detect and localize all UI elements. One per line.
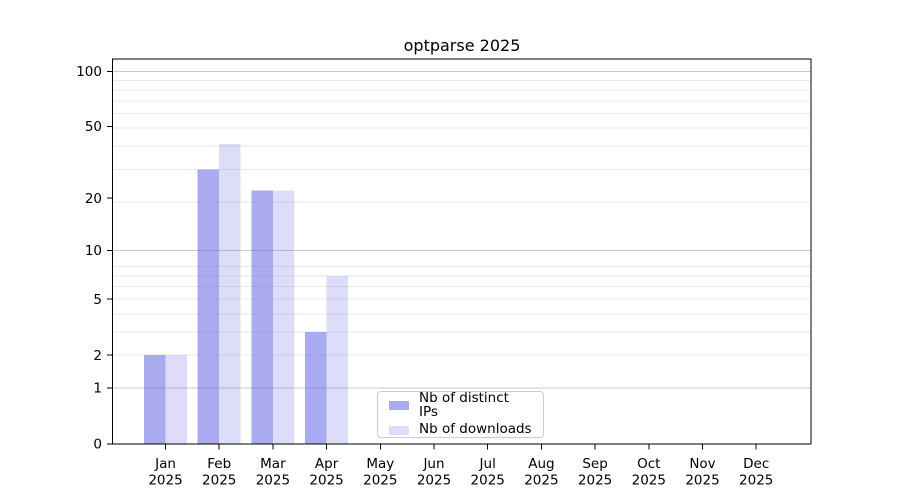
- y-tick-label-50: 50: [85, 119, 102, 135]
- bar-downloads-feb: [219, 144, 241, 444]
- bar-downloads-apr: [326, 275, 349, 444]
- x-tick-label-dec-2025: Dec 2025: [739, 456, 773, 489]
- y-tick-label-2: 2: [93, 348, 102, 364]
- bar-distinct-ips-mar: [251, 190, 273, 444]
- legend-item-downloads: Nb of downloads: [389, 423, 532, 437]
- x-tick-label-sep-2025: Sep 2025: [578, 456, 612, 489]
- legend-label-downloads: Nb of downloads: [419, 421, 532, 438]
- legend-item-distinct-ips: Nb of distinct IPs: [389, 392, 532, 419]
- x-tick-label-nov-2025: Nov 2025: [685, 456, 719, 489]
- x-tick-label-oct-2025: Oct 2025: [632, 456, 666, 489]
- x-tick-label-apr-2025: Apr 2025: [309, 456, 343, 489]
- plot-border: [112, 58, 812, 445]
- x-tick-label-jul-2025: Jul 2025: [471, 456, 505, 489]
- legend-swatch-distinct-ips: [389, 401, 409, 411]
- y-tick-label-5: 5: [93, 292, 102, 308]
- x-tick-label-jan-2025: Jan 2025: [148, 456, 182, 489]
- x-tick-label-may-2025: May 2025: [363, 456, 397, 489]
- x-tick-label-aug-2025: Aug 2025: [524, 456, 558, 489]
- y-tick-label-0: 0: [93, 437, 102, 453]
- chart-title: optparse 2025: [403, 36, 521, 55]
- legend-swatch-downloads: [389, 425, 409, 435]
- x-tick-label-jun-2025: Jun 2025: [417, 456, 451, 489]
- bar-downloads-jan: [165, 355, 187, 444]
- x-tick-label-feb-2025: Feb 2025: [202, 456, 236, 489]
- bar-distinct-ips-jan: [144, 355, 166, 444]
- bar-distinct-ips-feb: [197, 169, 220, 444]
- bar-distinct-ips-apr: [305, 331, 327, 444]
- x-tick-label-mar-2025: Mar 2025: [256, 456, 290, 489]
- legend-label-distinct-ips: Nb of distinct IPs: [419, 390, 509, 420]
- y-tick-label-20: 20: [85, 191, 102, 207]
- legend: Nb of distinct IPs Nb of downloads: [377, 391, 544, 438]
- bar-downloads-mar: [272, 190, 295, 444]
- y-tick-label-100: 100: [76, 64, 102, 80]
- y-tick-label-10: 10: [85, 243, 102, 259]
- y-tick-label-1: 1: [93, 381, 102, 397]
